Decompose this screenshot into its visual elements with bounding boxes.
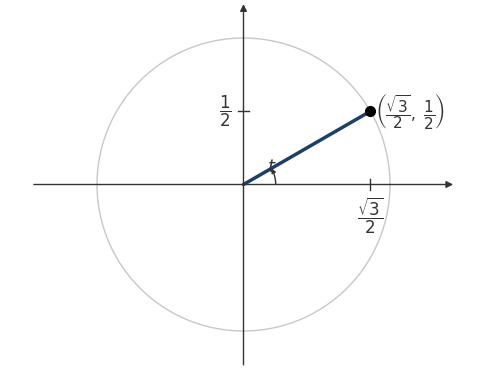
Text: $\dfrac{1}{2}$: $\dfrac{1}{2}$: [219, 94, 232, 129]
Text: $\left(\dfrac{\sqrt{3}}{2},\ \dfrac{1}{2}\right)$: $\left(\dfrac{\sqrt{3}}{2},\ \dfrac{1}{2…: [375, 92, 445, 131]
Text: $t$: $t$: [266, 158, 276, 176]
Text: $\dfrac{\sqrt{3}}{2}$: $\dfrac{\sqrt{3}}{2}$: [357, 196, 384, 237]
